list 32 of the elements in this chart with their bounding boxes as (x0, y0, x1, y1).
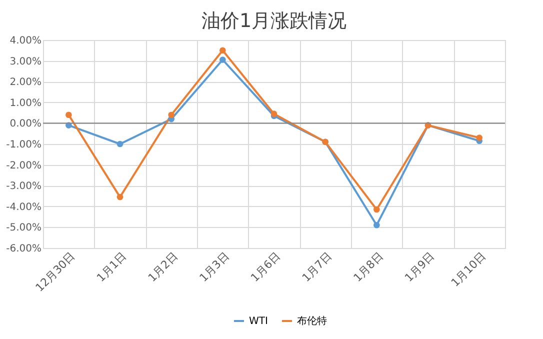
y-tick-label: -5.00% (6, 222, 42, 234)
point (116, 140, 124, 148)
point (374, 206, 380, 213)
x-tick-label: 1月10日 (448, 250, 488, 290)
point (116, 194, 124, 200)
y-tick-label: -6.00% (6, 244, 42, 254)
point (220, 56, 226, 63)
x-tick-label: 1月8日 (351, 250, 386, 284)
chart-title: 油价1月涨跌情况 (201, 10, 347, 32)
legend-label: WTI (249, 316, 268, 327)
x-tick-label: 1月7日 (300, 250, 334, 284)
y-tick-label: 1.00% (10, 98, 42, 109)
point (66, 112, 72, 118)
legend-label: 布伦特 (297, 315, 327, 327)
y-tick-label: 4.00% (10, 36, 42, 46)
x-tick-label: 1月1日 (94, 250, 129, 284)
x-tick-label: 1月6日 (248, 250, 283, 284)
point (476, 134, 482, 141)
x-tick-label: 1月2日 (146, 250, 180, 284)
y-tick-label: -3.00% (6, 181, 42, 192)
point (220, 47, 226, 54)
y-tick-label: -1.00% (6, 140, 42, 150)
point (374, 222, 380, 228)
y-tick-label: -2.00% (6, 160, 42, 172)
y-tick-label: -4.00% (6, 202, 42, 213)
point (168, 112, 174, 118)
x-tick-label: 1月9日 (402, 250, 437, 284)
y-tick-label: 3.00% (10, 56, 42, 68)
point (270, 110, 278, 117)
y-tick-label: 2.00% (10, 77, 42, 88)
x-tick-label: 1月3日 (197, 250, 232, 284)
y-tick-label: 0.00% (10, 118, 42, 130)
